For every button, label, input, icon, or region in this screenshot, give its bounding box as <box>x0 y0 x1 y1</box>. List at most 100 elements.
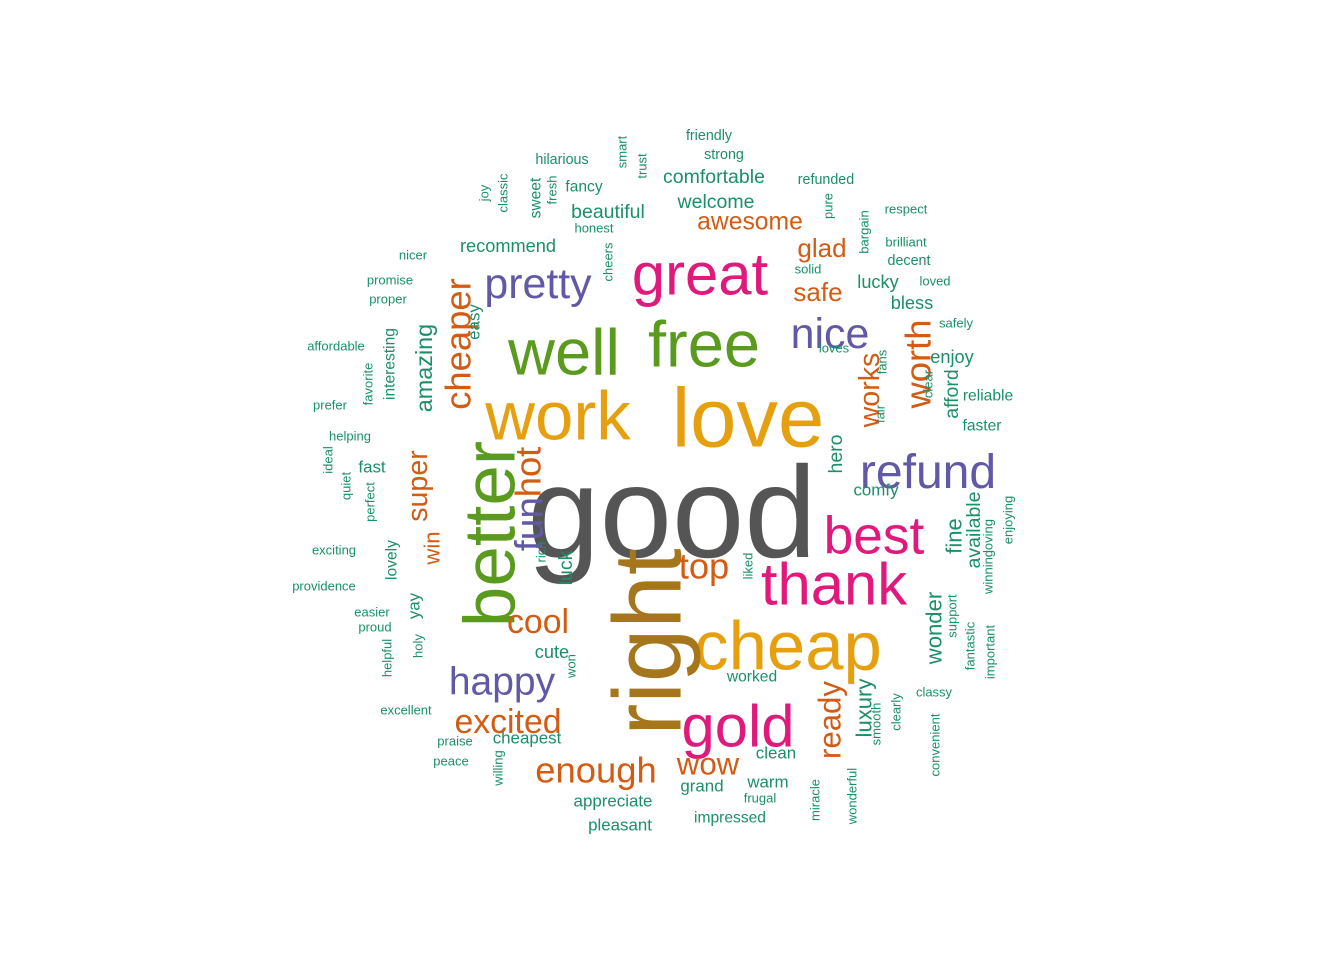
word-excited: excited <box>454 703 561 741</box>
word-convenient: convenient <box>928 713 943 776</box>
word-afford: afford <box>941 369 963 419</box>
word-available: available <box>963 492 985 569</box>
word-prefer: prefer <box>313 398 348 413</box>
word-safely: safely <box>939 316 973 331</box>
word-proper: proper <box>369 292 407 307</box>
word-fast: fast <box>358 458 386 477</box>
word-liked: liked <box>741 553 756 580</box>
word-luck: luck <box>555 550 577 585</box>
word-luxury: luxury <box>852 679 877 738</box>
word-refund: refund <box>860 445 996 499</box>
word-best: best <box>824 507 925 566</box>
word-smart: smart <box>615 135 630 168</box>
word-enjoying: enjoying <box>1001 496 1016 544</box>
word-joy: joy <box>477 184 492 202</box>
word-winning: winning <box>981 550 996 595</box>
word-lucky: lucky <box>857 272 899 292</box>
word-cool: cool <box>507 603 569 641</box>
word-hilarious: hilarious <box>535 152 588 168</box>
word-hero: hero <box>825 434 847 473</box>
word-ready: ready <box>813 681 848 759</box>
word-cheapest: cheapest <box>493 729 562 748</box>
word-comfy: comfy <box>853 481 899 500</box>
word-clearly: clearly <box>889 693 904 731</box>
word-yay: yay <box>405 592 424 619</box>
word-lovely: lovely <box>384 540 401 580</box>
word-perfect: perfect <box>363 482 378 522</box>
word-gold: gold <box>681 693 794 760</box>
word-promise: promise <box>367 273 413 288</box>
word-fantastic: fantastic <box>963 621 978 670</box>
word-smooth: smooth <box>869 703 884 746</box>
word-fine: fine <box>942 518 967 554</box>
word-exciting: exciting <box>312 543 356 558</box>
word-peace: peace <box>433 754 468 769</box>
word-cheers: cheers <box>601 242 616 282</box>
word-comfortable: comfortable <box>663 166 765 188</box>
word-trust: trust <box>635 153 650 179</box>
word-fans: fans <box>875 349 890 374</box>
word-right: right <box>595 548 702 735</box>
word-fair: fair <box>873 404 888 423</box>
word-frugal: frugal <box>744 791 777 806</box>
word-important: important <box>983 625 998 680</box>
word-honest: honest <box>574 221 613 236</box>
word-grand: grand <box>680 777 723 796</box>
word-classy: classy <box>916 685 953 700</box>
word-pleasant: pleasant <box>588 816 652 835</box>
word-willing: willing <box>491 750 506 786</box>
word-nice: nice <box>791 310 870 358</box>
word-won: won <box>564 654 579 679</box>
word-wow: wow <box>676 747 740 782</box>
word-free: free <box>648 308 760 381</box>
word-safe: safe <box>793 277 842 307</box>
word-classic: classic <box>496 173 511 213</box>
word-worth: worth <box>898 320 939 410</box>
word-decent: decent <box>888 253 931 269</box>
word-helpful: helpful <box>380 639 395 677</box>
word-thank: thank <box>761 551 907 618</box>
word-well: well <box>507 316 620 389</box>
word-fancy: fancy <box>565 179 602 196</box>
word-clean: clean <box>756 744 796 763</box>
word-top: top <box>679 546 730 587</box>
word-praise: praise <box>437 734 472 749</box>
word-sweet: sweet <box>528 177 545 218</box>
word-super: super <box>402 450 434 522</box>
word-faster: faster <box>963 418 1002 435</box>
word-wonder: wonder <box>922 592 947 665</box>
word-pure: pure <box>821 193 836 219</box>
word-friendly: friendly <box>686 128 733 144</box>
word-pretty: pretty <box>484 260 592 308</box>
word-glad: glad <box>797 233 846 263</box>
word-beautiful: beautiful <box>571 201 645 223</box>
word-enjoy: enjoy <box>930 347 974 367</box>
word-miracle: miracle <box>808 779 823 821</box>
word-love: love <box>672 372 825 465</box>
word-providence: providence <box>292 579 356 594</box>
word-cheaper: cheaper <box>438 278 479 410</box>
word-great: great <box>632 241 769 308</box>
word-easy: easy <box>465 304 484 340</box>
word-good: good <box>527 439 816 585</box>
word-proud: proud <box>358 620 391 635</box>
word-favorite: favorite <box>361 363 376 406</box>
word-cheap: cheap <box>694 608 882 685</box>
word-interesting: interesting <box>382 328 399 400</box>
word-enough: enough <box>535 750 656 791</box>
word-helping: helping <box>329 429 371 444</box>
word-support: support <box>945 594 960 638</box>
word-win: win <box>420 531 445 565</box>
word-loved: loved <box>919 274 950 289</box>
word-better: better <box>450 441 531 627</box>
word-work: work <box>484 378 631 455</box>
word-wonderful: wonderful <box>845 768 860 825</box>
word-appreciate: appreciate <box>574 792 653 811</box>
word-strong: strong <box>704 147 744 163</box>
word-rich: rich <box>534 542 549 563</box>
word-recommend: recommend <box>460 236 556 256</box>
word-ideal: ideal <box>321 446 336 474</box>
word-worked: worked <box>726 669 777 686</box>
word-loves: loves <box>819 341 850 356</box>
